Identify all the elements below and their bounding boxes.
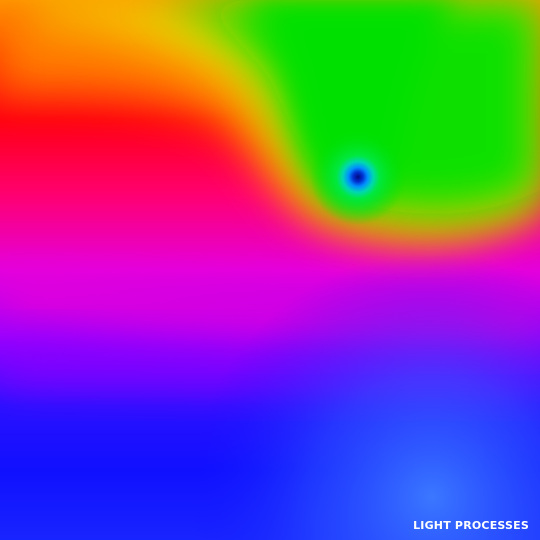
watermark-text: LIGHT PROCESSES — [413, 519, 529, 532]
